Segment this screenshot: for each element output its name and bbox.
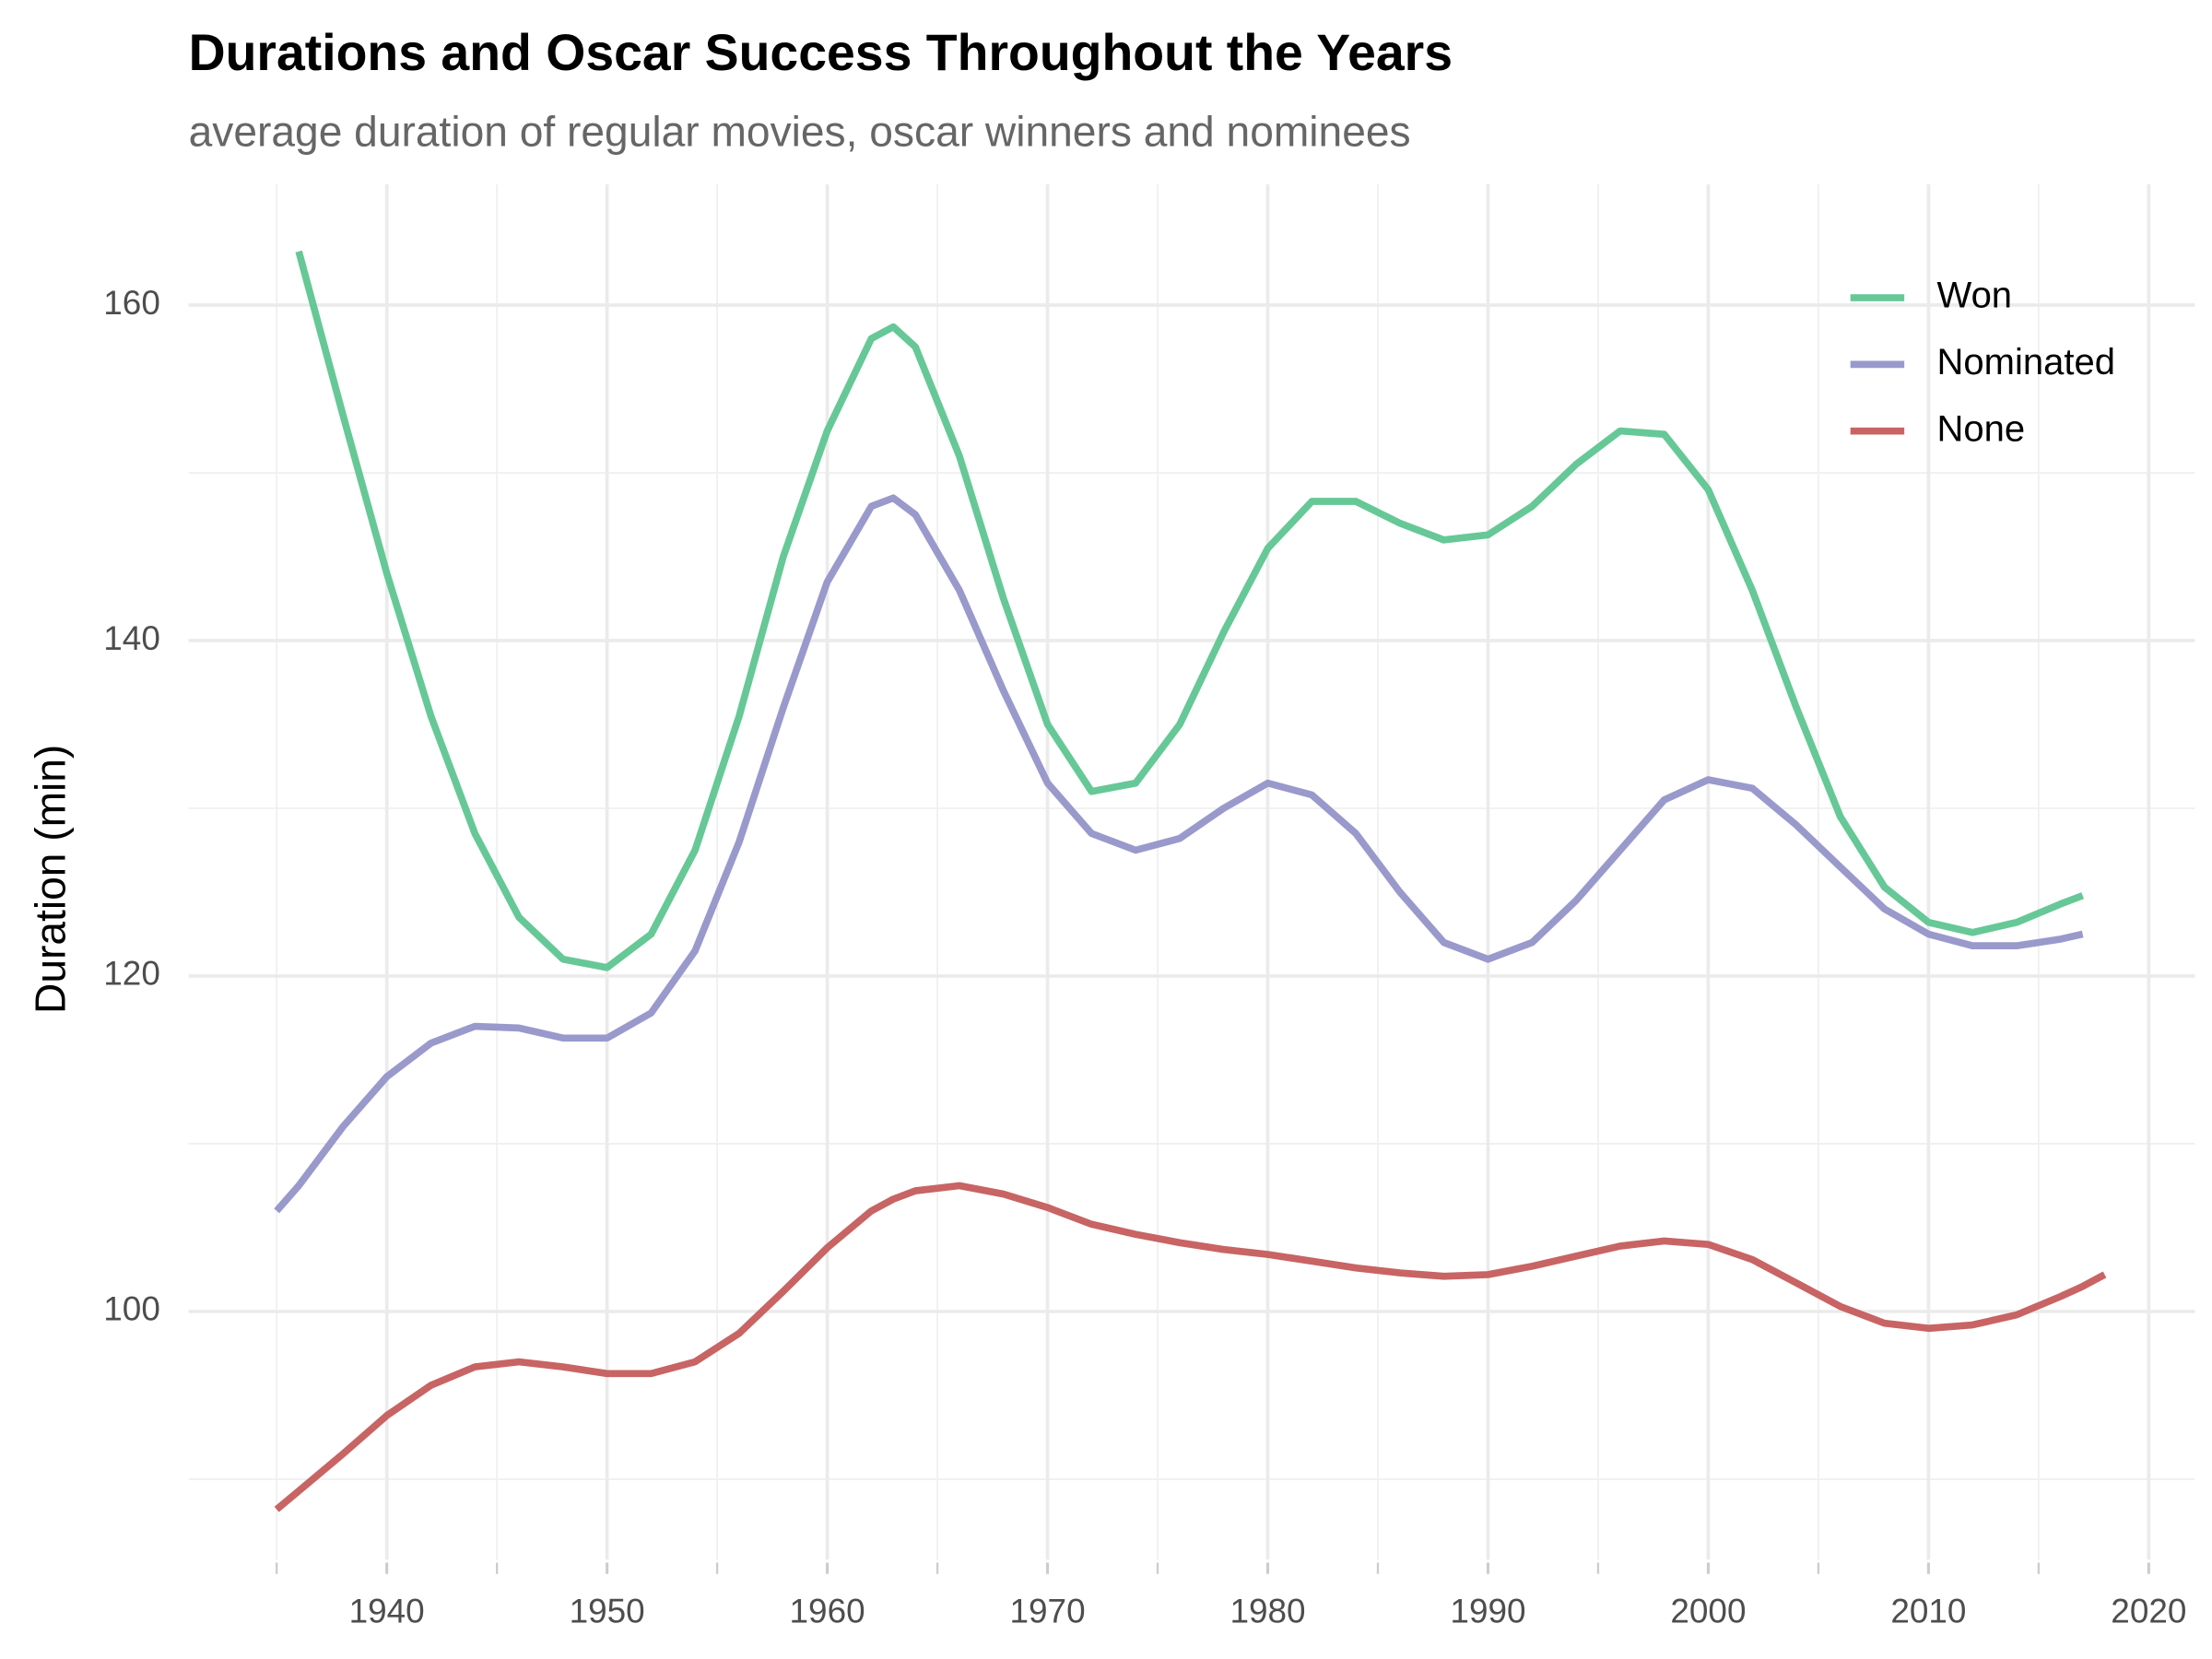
legend-label: Nominated — [1937, 342, 2115, 382]
legend-label: None — [1937, 408, 2026, 449]
x-tick-label: 2000 — [1670, 1593, 1746, 1630]
x-tick-label: 1980 — [1230, 1593, 1305, 1630]
chart-title: Durations and Oscar Success Throughout t… — [189, 24, 1453, 81]
x-tick-label: 1970 — [1010, 1593, 1086, 1630]
y-tick-label: 120 — [103, 955, 160, 993]
x-tick-label: 1960 — [790, 1593, 865, 1630]
line-series — [274, 494, 2084, 1214]
legend-label: Won — [1937, 276, 2013, 316]
x-tick-label: 2010 — [1890, 1593, 1966, 1630]
y-tick-label: 100 — [103, 1290, 160, 1328]
x-tick-label: 1990 — [1450, 1593, 1525, 1630]
y-tick-label: 160 — [103, 284, 160, 322]
chart-subtitle: average duration of regular movies, osca… — [189, 107, 1411, 155]
line-series — [274, 1182, 2107, 1512]
line-series — [295, 250, 2085, 971]
x-tick-label: 1940 — [349, 1593, 425, 1630]
y-tick-label: 140 — [103, 619, 160, 657]
y-axis-label: Duration (min) — [27, 745, 75, 1014]
x-tick-label: 2020 — [2111, 1593, 2186, 1630]
x-tick-label: 1950 — [570, 1593, 645, 1630]
